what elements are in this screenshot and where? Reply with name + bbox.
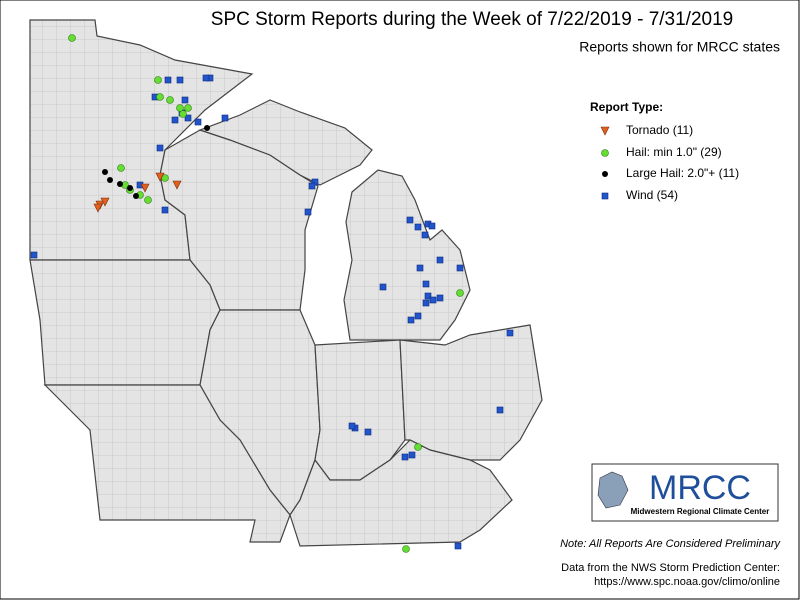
logo-caption: Midwestern Regional Climate Center	[631, 507, 770, 516]
tornado-report	[155, 172, 165, 182]
wind-report	[436, 294, 444, 302]
hail-report	[117, 164, 125, 172]
legend-item: Tornado (11)	[626, 123, 693, 137]
wind-report	[30, 251, 38, 259]
large-hail-report	[204, 125, 210, 131]
reports	[30, 34, 514, 553]
source-url: https://www.spc.noaa.gov/climo/online	[594, 576, 780, 588]
logo-name: MRCC	[649, 469, 751, 507]
hail-report	[184, 104, 192, 112]
legend-symbol	[601, 149, 609, 157]
legend-item: Large Hail: 2.0"+ (11)	[626, 166, 739, 180]
wind-report	[408, 451, 416, 459]
kentucky	[289, 439, 513, 547]
note: Note: All Reports Are Considered Prelimi…	[560, 538, 781, 550]
wind-report	[406, 216, 414, 224]
wind-report	[184, 114, 192, 122]
wind-report	[421, 231, 429, 239]
subtitle: Reports shown for MRCC states	[579, 39, 780, 55]
missouri	[43, 384, 291, 543]
wind-report	[506, 329, 514, 337]
tornado-report	[140, 183, 150, 193]
hail-report	[402, 545, 410, 553]
wind-report	[379, 283, 387, 291]
wind-report	[164, 76, 172, 84]
wind-report	[348, 422, 356, 430]
legend-symbol	[600, 126, 610, 136]
tornado-report	[100, 197, 110, 207]
large-hail-report	[117, 181, 123, 187]
wind-report	[414, 312, 422, 320]
legend-title: Report Type:	[590, 100, 663, 114]
hail-report	[456, 289, 464, 297]
large-hail-report	[102, 169, 108, 175]
hail-report	[176, 104, 184, 112]
wind-report	[171, 116, 179, 124]
wind-report	[304, 208, 312, 216]
wind-report	[221, 114, 229, 122]
wind-report	[454, 542, 462, 550]
wind-report	[424, 292, 432, 300]
legend-symbol	[602, 171, 608, 177]
legend-item: Wind (54)	[626, 188, 678, 202]
large-hail-report	[107, 177, 113, 183]
wind-report	[496, 406, 504, 414]
wind-report	[428, 222, 436, 230]
wind-report	[422, 280, 430, 288]
states	[29, 19, 543, 547]
tornado-report	[93, 203, 103, 213]
logo-icon	[597, 471, 629, 509]
ohio	[399, 324, 543, 461]
logo: MRCC Midwestern Regional Climate Center	[591, 463, 779, 522]
wind-report	[161, 206, 169, 214]
tornado-report	[172, 180, 182, 190]
wind-report	[194, 118, 202, 126]
hail-report	[414, 443, 422, 451]
hail-report	[156, 93, 164, 101]
hail-report	[68, 34, 76, 42]
wind-report	[401, 453, 409, 461]
wind-report	[156, 144, 164, 152]
wind-report	[416, 264, 424, 272]
large-hail-report	[127, 185, 133, 191]
wind-report	[456, 264, 464, 272]
hail-report	[166, 96, 174, 104]
iowa	[29, 259, 221, 386]
wind-report	[176, 76, 184, 84]
wind-report	[414, 223, 422, 231]
wind-report	[422, 299, 430, 307]
wind-report	[436, 256, 444, 264]
source-line: Data from the NWS Storm Prediction Cente…	[561, 562, 780, 574]
hail-report	[154, 76, 162, 84]
legend-item: Hail: min 1.0" (29)	[626, 145, 722, 159]
wind-report	[181, 96, 189, 104]
hail-report	[144, 196, 152, 204]
michigan-upper	[198, 99, 373, 186]
legend-symbol	[601, 192, 609, 200]
hail-report	[179, 110, 187, 118]
large-hail-report	[133, 193, 139, 199]
wind-report	[407, 316, 415, 324]
wind-report	[308, 182, 316, 190]
legend: Report Type: Tornado (11) Hail: min 1.0"…	[590, 100, 739, 202]
wind-report	[429, 296, 437, 304]
wind-report	[202, 74, 210, 82]
wind-report	[364, 428, 372, 436]
map-title: SPC Storm Reports during the Week of 7/2…	[211, 9, 733, 30]
